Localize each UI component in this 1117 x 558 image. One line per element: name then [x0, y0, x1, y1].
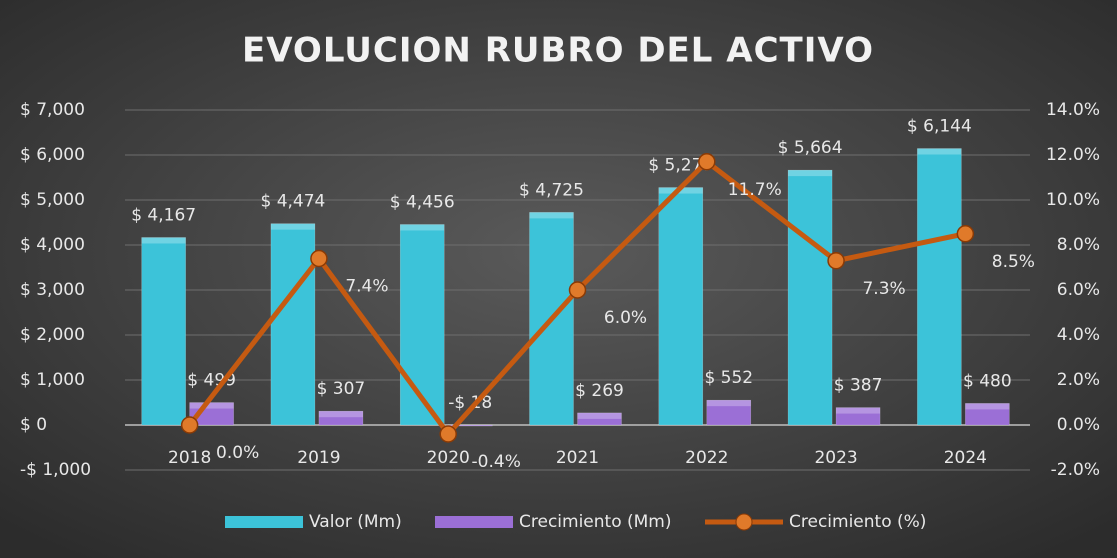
bar	[399, 224, 445, 426]
legend-label: Crecimiento (Mm)	[519, 512, 672, 532]
data-label: $ 307	[317, 379, 366, 399]
y2-tick-label: 0.0%	[1057, 415, 1100, 435]
bar-highlight	[965, 403, 1010, 410]
data-label: -0.4%	[472, 452, 521, 472]
data-label: 7.4%	[345, 277, 388, 297]
y2-tick-label: -2.0%	[1051, 460, 1100, 480]
data-label: 11.7%	[728, 180, 782, 200]
y-tick-label: -$ 1,000	[20, 460, 91, 480]
bar-highlight	[141, 237, 186, 244]
y-tick-label: $ 0	[20, 415, 47, 435]
point	[310, 249, 328, 268]
bar-highlight	[788, 170, 833, 177]
bar-highlight	[836, 407, 881, 414]
bar	[141, 237, 186, 426]
bar	[318, 410, 364, 426]
data-label: $ 4,167	[131, 205, 196, 225]
y2-tick-label: 4.0%	[1057, 325, 1100, 345]
x-tick-label: 2019	[297, 448, 340, 468]
point	[956, 225, 975, 243]
bar-highlight	[448, 425, 493, 426]
bar-highlight	[529, 212, 574, 219]
bar-highlight	[400, 224, 445, 231]
data-label: 0.0%	[216, 443, 259, 463]
y2-tick-label: 10.0%	[1046, 190, 1100, 210]
bar-highlight	[189, 402, 234, 409]
x-tick-label: 2023	[814, 448, 857, 468]
bar-highlight	[270, 223, 315, 230]
point	[568, 281, 587, 299]
y-tick-label: $ 7,000	[20, 100, 85, 120]
data-label: 8.5%	[992, 252, 1035, 272]
bar	[787, 169, 833, 426]
y2-tick-label: 8.0%	[1057, 235, 1100, 255]
legend-swatch	[735, 513, 753, 531]
bar	[965, 403, 1010, 426]
data-label: $ 480	[963, 371, 1012, 391]
y-tick-label: $ 6,000	[20, 145, 85, 165]
y2-tick-label: 14.0%	[1046, 100, 1100, 120]
bar	[270, 223, 316, 426]
bar	[577, 412, 622, 426]
legend-swatch	[435, 516, 513, 528]
bar	[706, 399, 752, 426]
bar-highlight	[318, 411, 363, 418]
bar-highlight	[577, 412, 622, 419]
legend-label: Crecimiento (%)	[789, 512, 926, 532]
y2-tick-label: 2.0%	[1057, 370, 1100, 390]
y2-tick-label: 6.0%	[1057, 280, 1100, 300]
data-label: $ 269	[575, 381, 624, 401]
bar	[658, 187, 704, 426]
data-label: $ 6,144	[907, 117, 972, 137]
y-tick-label: $ 1,000	[20, 370, 85, 390]
data-label: 7.3%	[862, 279, 905, 299]
data-label: $ 387	[834, 376, 883, 396]
point	[827, 252, 845, 270]
data-label: $ 4,474	[260, 192, 325, 212]
point	[698, 153, 716, 171]
data-label: $ 499	[187, 371, 236, 391]
y-tick-label: $ 3,000	[20, 280, 85, 300]
x-tick-label: 2021	[556, 448, 599, 468]
bar-highlight	[917, 148, 962, 155]
y-tick-label: $ 2,000	[20, 325, 85, 345]
chart-title: EVOLUCION RUBRO DEL ACTIVO	[242, 31, 874, 71]
data-label: $ 4,725	[519, 180, 584, 200]
data-label: $ 5,664	[778, 138, 843, 158]
y2-tick-label: 12.0%	[1046, 145, 1100, 165]
legend-swatch	[225, 516, 303, 528]
bar	[835, 407, 881, 426]
y-tick-label: $ 5,000	[20, 190, 85, 210]
x-tick-label: 2024	[944, 448, 987, 468]
x-tick-label: 2020	[427, 448, 470, 468]
data-label: $ 552	[704, 368, 753, 388]
legend-label: Valor (Mm)	[309, 512, 402, 532]
y-tick-label: $ 4,000	[20, 235, 85, 255]
x-tick-label: 2018	[168, 448, 211, 468]
data-label: 6.0%	[604, 308, 647, 328]
bar	[917, 148, 962, 426]
x-tick-label: 2022	[685, 448, 728, 468]
point	[439, 425, 457, 443]
data-label: $ 4,456	[390, 192, 455, 212]
bar-highlight	[706, 400, 751, 407]
point	[180, 416, 199, 434]
